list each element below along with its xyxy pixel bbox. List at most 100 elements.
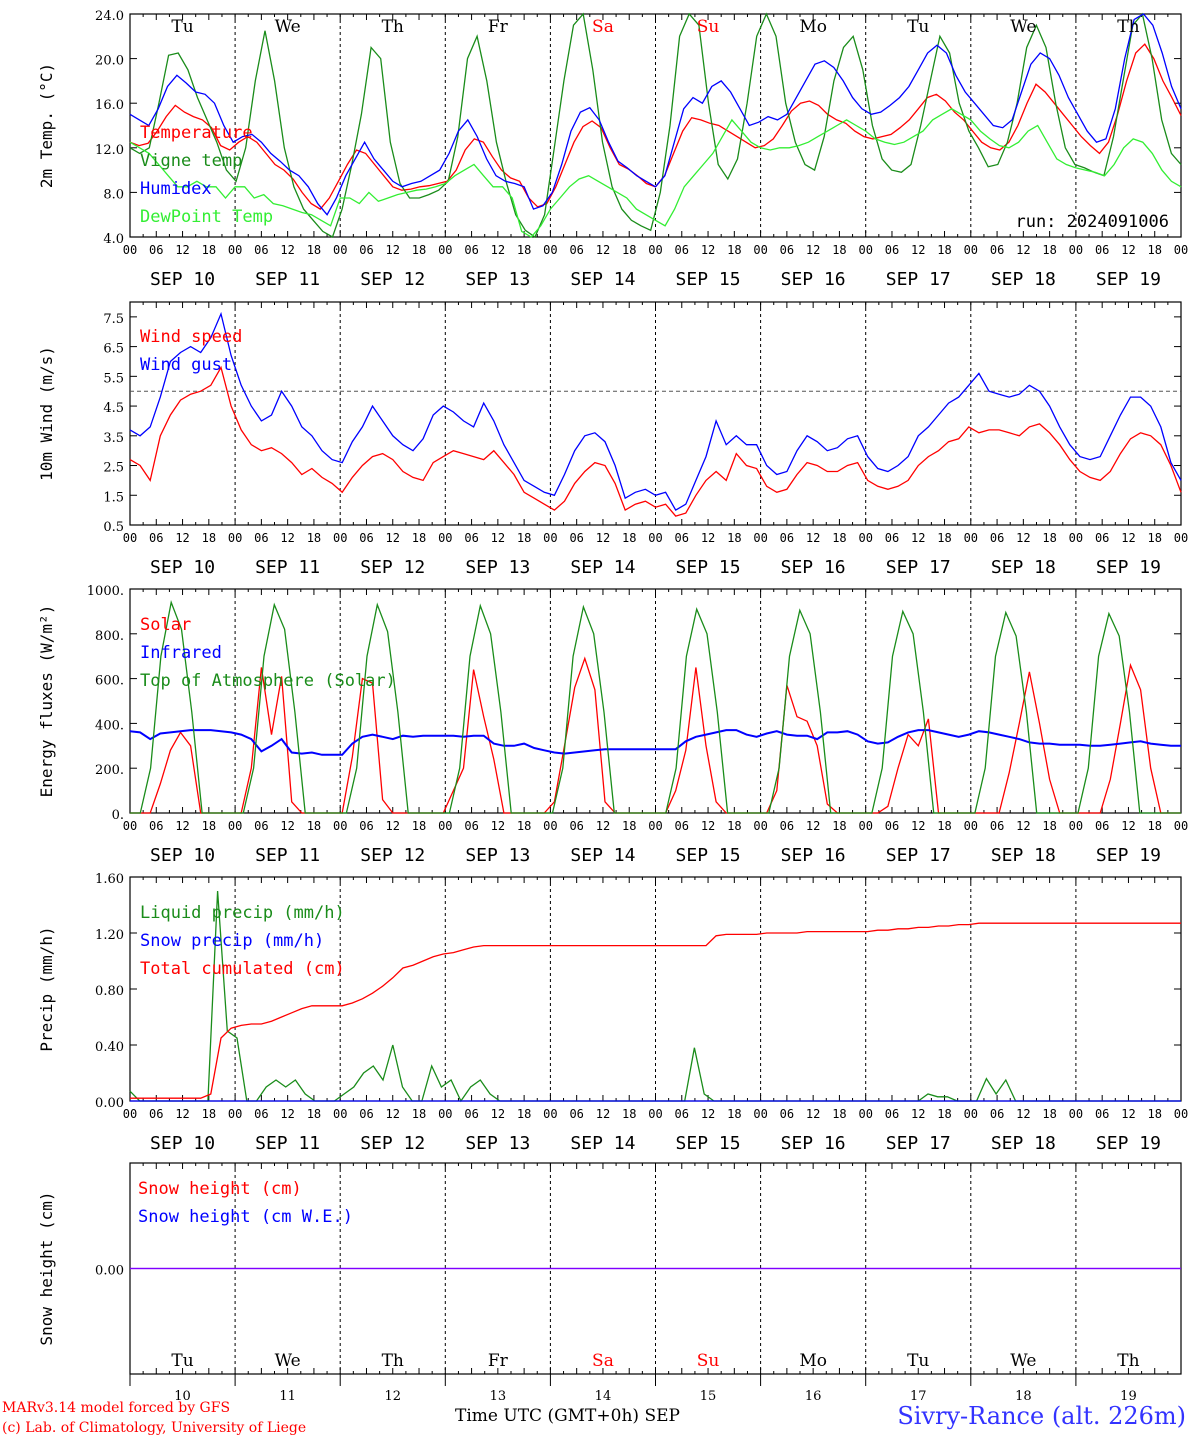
y-tick-label: 20.0 [95, 54, 124, 69]
date-label: SEP 19 [1096, 1133, 1161, 1154]
hour-tick-label: 12 [175, 1107, 189, 1121]
y-tick-label: 1.20 [95, 928, 124, 943]
hour-tick-label: 00 [543, 1107, 557, 1121]
hour-tick-label: 06 [359, 1107, 373, 1121]
y-tick-label: 1.5 [103, 490, 124, 505]
day-of-week-label: Th [382, 1351, 404, 1371]
date-label: SEP 17 [886, 269, 951, 290]
day-of-week-label: Mo [799, 17, 827, 37]
hour-tick-label: 18 [517, 531, 531, 545]
hour-tick-label: 00 [964, 531, 978, 545]
y-tick-label: 5.5 [103, 371, 124, 386]
hour-tick-label: 18 [727, 531, 741, 545]
date-label: SEP 17 [886, 557, 951, 578]
y-axis-label: Energy fluxes (W/m²) [37, 605, 56, 798]
series-line-wind-speed [129, 365, 1182, 517]
hour-tick-label: 12 [1121, 243, 1135, 257]
hour-tick-label: 12 [806, 531, 820, 545]
hour-tick-label: 06 [780, 531, 794, 545]
time-axis-label: Time UTC (GMT+0h) SEP [455, 1406, 680, 1426]
hour-tick-label: 18 [622, 819, 636, 833]
hour-tick-label: 12 [491, 531, 505, 545]
hour-tick-label: 12 [386, 243, 400, 257]
hour-tick-label: 00 [438, 531, 452, 545]
hour-tick-label: 12 [280, 1107, 294, 1121]
legend-entry: Temperature [140, 123, 253, 143]
y-tick-label: 8.0 [103, 187, 124, 202]
hour-tick-label: 18 [202, 819, 216, 833]
hour-tick-label: 12 [911, 531, 925, 545]
day-of-week-label: Th [382, 17, 404, 37]
hour-tick-label: 12 [1016, 819, 1030, 833]
y-tick-label: 0.00 [95, 1096, 124, 1111]
y-tick-label: 12.0 [95, 143, 124, 158]
hour-tick-label: 06 [464, 819, 478, 833]
hour-tick-label: 18 [517, 243, 531, 257]
hour-tick-label: 00 [123, 243, 137, 257]
hour-tick-label: 12 [175, 819, 189, 833]
legend-entry: Snow precip (mm/h) [140, 931, 324, 951]
day-number-label: 18 [1015, 1389, 1032, 1404]
legend-entry: Solar [140, 615, 191, 635]
day-of-week-label: Th [1117, 1351, 1139, 1371]
day-of-week-label: We [275, 17, 301, 37]
legend-entry: Snow height (cm W.E.) [138, 1207, 353, 1227]
y-tick-label: 800. [95, 629, 124, 644]
date-label: SEP 18 [991, 1133, 1056, 1154]
y-tick-label: 3.5 [103, 431, 124, 446]
hour-tick-label: 00 [543, 243, 557, 257]
date-label: SEP 11 [255, 1133, 320, 1154]
y-tick-label: 200. [95, 763, 124, 778]
hour-tick-label: 00 [123, 819, 137, 833]
hour-tick-label: 06 [569, 243, 583, 257]
hour-tick-label: 00 [964, 1107, 978, 1121]
hour-tick-label: 06 [885, 531, 899, 545]
hour-tick-label: 18 [937, 531, 951, 545]
hour-tick-label: 18 [832, 1107, 846, 1121]
date-label: SEP 15 [676, 269, 741, 290]
day-of-week-label: Mo [799, 1351, 827, 1371]
day-number-label: 13 [490, 1389, 507, 1404]
hour-tick-label: 18 [412, 531, 426, 545]
hour-tick-label: 00 [858, 1107, 872, 1121]
series-line-dewpoint-temp [129, 108, 1182, 238]
day-of-week-label: Tu [907, 17, 929, 37]
hour-tick-label: 18 [1042, 531, 1056, 545]
model-credit: MARv3.14 model forced by GFS [2, 1400, 231, 1416]
hour-tick-label: 06 [780, 243, 794, 257]
date-label: SEP 10 [150, 845, 215, 866]
hour-tick-label: 18 [1147, 243, 1161, 257]
hour-tick-label: 12 [701, 1107, 715, 1121]
hour-tick-label: 12 [596, 531, 610, 545]
hour-tick-label: 00 [1069, 243, 1083, 257]
date-label: SEP 16 [781, 269, 846, 290]
hour-tick-label: 18 [937, 1107, 951, 1121]
hour-tick-label: 18 [307, 1107, 321, 1121]
hour-tick-label: 12 [596, 243, 610, 257]
day-of-week-label: Fr [488, 1351, 509, 1371]
hour-tick-label: 06 [569, 1107, 583, 1121]
hour-tick-label: 12 [1016, 243, 1030, 257]
y-axis-label: Snow height (cm) [37, 1191, 56, 1345]
date-label: SEP 11 [255, 269, 320, 290]
hour-tick-label: 06 [780, 1107, 794, 1121]
hour-tick-label: 06 [149, 819, 163, 833]
hour-tick-label: 06 [675, 819, 689, 833]
date-label: SEP 16 [781, 557, 846, 578]
day-of-week-label: Fr [488, 17, 509, 37]
hour-tick-label: 06 [1095, 819, 1109, 833]
day-of-week-label: We [275, 1351, 301, 1371]
date-label: SEP 18 [991, 845, 1056, 866]
hour-tick-label: 00 [228, 1107, 242, 1121]
hour-tick-label: 18 [1147, 1107, 1161, 1121]
hour-tick-label: 00 [543, 819, 557, 833]
date-label: SEP 15 [676, 845, 741, 866]
hour-tick-label: 00 [1069, 1107, 1083, 1121]
hour-tick-label: 12 [386, 1107, 400, 1121]
date-label: SEP 12 [360, 1133, 425, 1154]
hour-tick-label: 18 [1147, 531, 1161, 545]
hour-tick-label: 12 [701, 531, 715, 545]
date-label: SEP 17 [886, 1133, 951, 1154]
date-label: SEP 11 [255, 557, 320, 578]
